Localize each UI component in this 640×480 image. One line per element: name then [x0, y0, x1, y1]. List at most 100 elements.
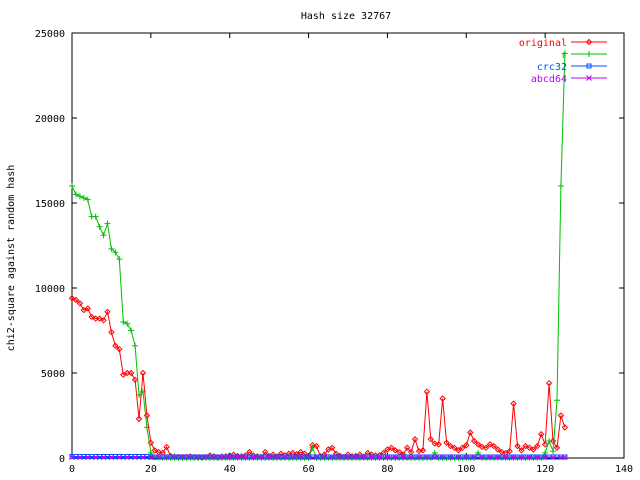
data-point — [108, 454, 115, 461]
data-point — [447, 454, 454, 461]
data-point — [96, 315, 103, 322]
series-r — [69, 50, 568, 461]
data-point — [309, 444, 316, 451]
data-point — [163, 454, 170, 461]
series-line — [71, 297, 566, 459]
data-point — [447, 442, 454, 450]
data-point — [416, 454, 422, 461]
data-point — [403, 444, 411, 452]
data-point — [140, 454, 146, 461]
data-point — [530, 446, 537, 453]
data-point — [443, 439, 450, 446]
data-point — [131, 376, 139, 384]
data-point — [518, 454, 525, 461]
data-point — [108, 245, 115, 252]
data-point — [502, 454, 509, 461]
data-point — [510, 454, 517, 461]
data-point — [195, 454, 202, 461]
data-point — [321, 454, 328, 461]
data-point — [561, 50, 568, 57]
data-point — [384, 454, 391, 461]
data-point — [92, 213, 99, 220]
data-point — [411, 436, 419, 443]
data-point — [313, 454, 320, 461]
data-point — [482, 444, 490, 452]
data-point — [431, 440, 438, 447]
data-point — [550, 454, 556, 461]
x-tick-label: 0 — [69, 464, 75, 475]
data-point — [337, 454, 343, 461]
data-point — [455, 447, 462, 454]
data-point — [274, 454, 280, 461]
data-point — [467, 429, 474, 436]
data-point — [313, 442, 320, 450]
data-point — [203, 454, 209, 461]
data-point — [266, 454, 272, 461]
data-point — [435, 441, 442, 448]
data-point — [439, 395, 446, 402]
legend-label: abcd64 — [531, 74, 567, 85]
data-point — [88, 313, 95, 321]
legend-marker — [586, 63, 592, 69]
data-point — [72, 191, 79, 198]
data-point — [518, 447, 525, 454]
x-tick-label: 140 — [615, 464, 633, 475]
data-point — [151, 447, 159, 454]
data-point — [368, 454, 375, 461]
data-point — [506, 447, 513, 455]
data-point — [96, 223, 103, 230]
series-abcd64 — [69, 454, 568, 461]
data-point — [557, 183, 564, 189]
data-point — [124, 320, 131, 327]
data-point — [116, 454, 123, 461]
data-point — [139, 388, 146, 395]
data-point — [179, 454, 186, 461]
data-point — [545, 379, 553, 387]
data-point — [463, 442, 470, 449]
data-point — [84, 454, 91, 461]
data-point — [424, 454, 430, 461]
data-point — [514, 442, 521, 450]
data-point — [171, 454, 178, 461]
data-point — [69, 183, 75, 189]
y-tick-label: 25000 — [35, 29, 65, 40]
data-point — [72, 296, 80, 304]
data-point — [494, 446, 502, 453]
y-axis: 0 5000 10000 15000 20000 25000 — [35, 29, 624, 465]
data-point — [360, 454, 367, 461]
x-tick-label: 80 — [381, 464, 393, 475]
data-point — [127, 369, 135, 377]
legend-label: r — [561, 50, 567, 61]
legend-label: original — [519, 38, 567, 49]
data-point — [297, 454, 304, 461]
data-point — [163, 443, 170, 451]
data-point — [234, 454, 241, 461]
data-point — [112, 342, 119, 350]
legend-marker — [586, 51, 592, 57]
data-point — [561, 424, 569, 431]
data-point — [112, 249, 119, 256]
data-point — [155, 454, 162, 461]
y-tick-label: 15000 — [35, 199, 65, 210]
data-point — [282, 454, 288, 461]
data-point — [474, 441, 482, 448]
y-tick-label: 0 — [59, 454, 65, 465]
data-point — [68, 294, 76, 302]
data-point — [139, 369, 147, 377]
data-point — [542, 454, 548, 461]
data-point — [392, 447, 399, 454]
data-point — [104, 308, 111, 316]
data-point — [258, 454, 265, 461]
data-point — [534, 442, 541, 450]
data-point — [400, 454, 407, 461]
data-point — [132, 454, 138, 461]
legend-marker — [585, 38, 593, 46]
data-point — [124, 454, 131, 461]
data-point — [431, 454, 438, 461]
x-tick-label: 20 — [145, 464, 157, 475]
data-point — [329, 454, 336, 461]
data-point — [242, 454, 249, 461]
data-point — [84, 305, 91, 312]
